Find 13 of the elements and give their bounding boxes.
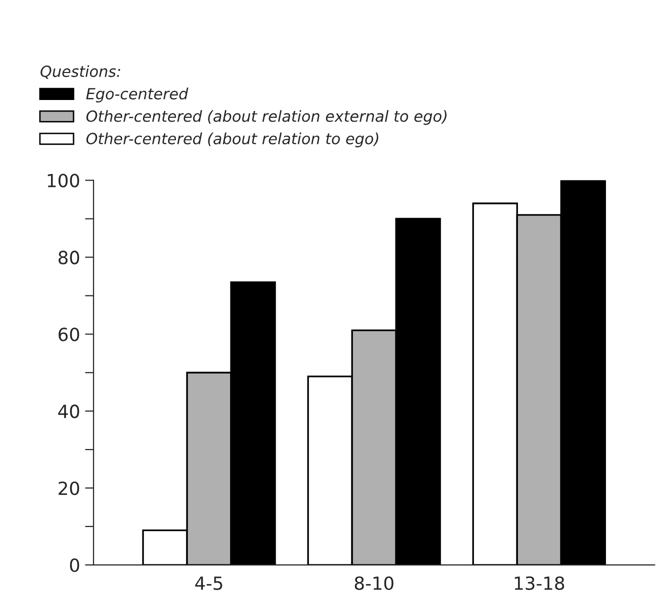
x-tick-label: 13-18 [514,576,564,590]
legend-label: Other-centered (about relation to ego) [86,132,378,148]
legend-label: Other-centered (about relation external to ego) [86,110,447,125]
x-tick-label: 8-10 [354,576,394,590]
y-tick-label: 80 [58,250,80,264]
y-tick-label: 20 [58,481,80,496]
x-tick-label: 4-5 [195,576,222,590]
y-tick-label: 0 [70,558,80,572]
y-tick-label: 60 [58,328,80,342]
legend-label: Ego-centered [86,88,188,102]
legend-title: Questions: [40,65,120,79]
y-tick-label: 100 [48,174,80,188]
y-tick-label: 40 [58,404,80,418]
